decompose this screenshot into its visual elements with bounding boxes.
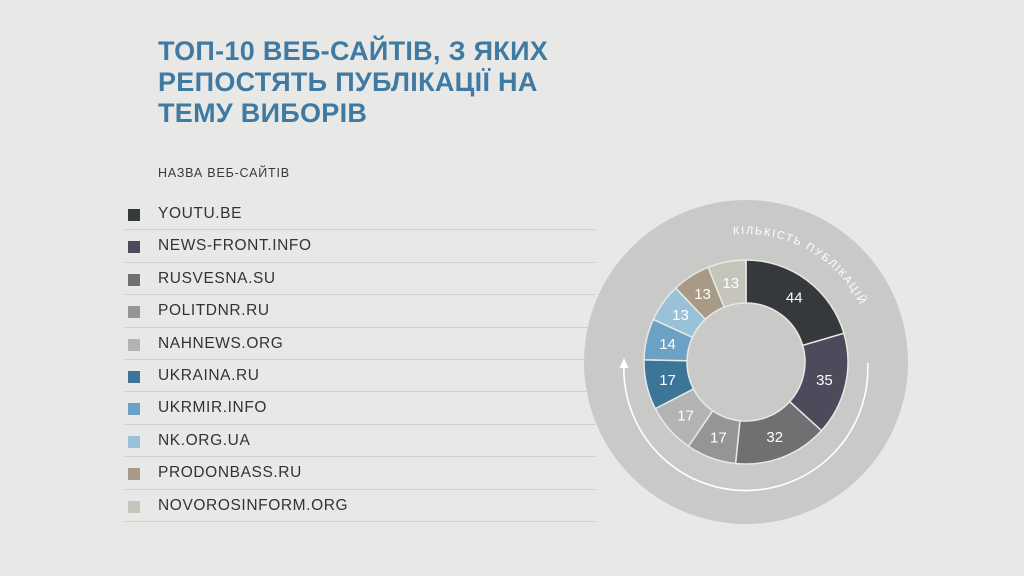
legend-label: UKRMIR.INFO (158, 399, 268, 417)
slice-value-label: 17 (659, 372, 676, 389)
donut-slices (643, 259, 849, 465)
chart-title: ТОП-10 ВЕБ-САЙТІВ, З ЯКИХ РЕПОСТЯТЬ ПУБЛ… (158, 36, 549, 128)
slice-value-label: 14 (659, 336, 676, 353)
legend-label: NOVOROSINFORM.ORG (158, 496, 349, 514)
slice-value-label: 13 (694, 286, 711, 303)
legend-swatch (128, 500, 140, 513)
legend-label: NAHNEWS.ORG (158, 334, 284, 352)
slice-value-label: 13 (672, 307, 689, 324)
slice-value-label: 35 (816, 372, 833, 389)
legend-label: RUSVESNA.SU (158, 269, 276, 287)
legend-swatch (128, 338, 140, 351)
legend-swatch (128, 241, 140, 254)
legend-item: UKRAINA.RU (125, 360, 595, 393)
slice-value-label: 44 (786, 290, 803, 307)
legend-swatch (128, 306, 140, 319)
legend-title: НАЗВА ВЕБ-САЙТІВ (158, 166, 290, 180)
legend-label: NEWS-FRONT.INFO (158, 237, 312, 255)
legend: YOUTU.BE NEWS-FRONT.INFO RUSVESNA.SU POLITD… (125, 198, 595, 522)
legend-label: POLITDNR.RU (158, 302, 270, 320)
legend-item: PRODONBASS.RU (125, 457, 595, 490)
slice-value-label: 17 (677, 407, 694, 424)
donut-value-labels: 44 35 32 17 17 17 14 13 13 13 (659, 275, 833, 447)
legend-item: POLITDNR.RU (125, 295, 595, 328)
legend-label: PRODONBASS.RU (158, 464, 302, 482)
legend-label: UKRAINA.RU (158, 366, 260, 384)
legend-swatch (128, 435, 140, 448)
donut-slice (707, 259, 747, 309)
legend-swatch (128, 209, 140, 221)
legend-swatch (128, 468, 140, 481)
legend-label: YOUTU.BE (158, 205, 243, 222)
legend-label: NK.ORG.UA (158, 431, 251, 449)
legend-item: UKRMIR.INFO (125, 392, 595, 425)
slice-value-label: 17 (710, 430, 727, 447)
direction-arrow-arc (623, 361, 869, 492)
legend-item: RUSVESNA.SU (125, 263, 595, 296)
legend-swatch (128, 403, 140, 416)
legend-item: NK.ORG.UA (125, 425, 595, 458)
slice-value-label: 13 (722, 275, 739, 292)
legend-swatch (128, 273, 140, 286)
legend-item: NOVOROSINFORM.ORG (125, 490, 595, 522)
outer-disc (584, 200, 908, 524)
legend-item: YOUTU.BE (125, 198, 595, 231)
legend-item: NEWS-FRONT.INFO (125, 230, 595, 263)
direction-arrowhead (619, 358, 629, 368)
slice-value-label: 32 (766, 429, 783, 446)
legend-item: NAHNEWS.ORG (125, 328, 595, 360)
legend-swatch (128, 370, 140, 383)
